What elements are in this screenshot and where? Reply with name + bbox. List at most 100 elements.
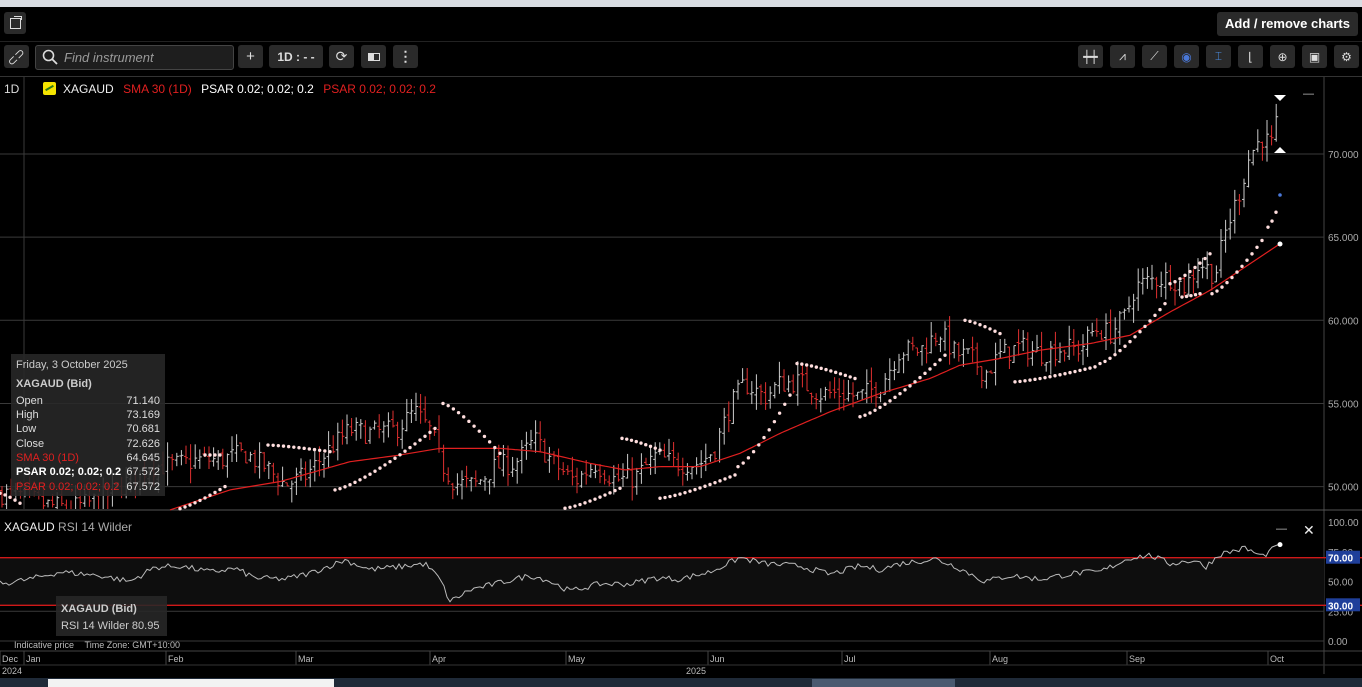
ohlc-bar — [1269, 125, 1274, 146]
psar-dot — [1028, 378, 1032, 382]
ohlc-bar — [1173, 283, 1177, 306]
legend-instrument[interactable]: XAGAUD — [63, 82, 114, 96]
psar-dot — [1093, 365, 1097, 369]
ohlc-bar — [450, 482, 455, 500]
psar-dot — [1188, 269, 1192, 274]
psar-dot — [276, 443, 281, 448]
ohlc-bar — [299, 458, 303, 481]
chart-type-button[interactable]: ┿┿ — [1078, 45, 1103, 68]
ohlc-bar — [703, 443, 708, 472]
axis-button[interactable]: ⌊ — [1238, 45, 1263, 68]
add-instrument-button[interactable]: + — [238, 45, 263, 68]
psar-dot — [413, 442, 417, 446]
psar-dot — [1225, 280, 1229, 285]
ohlc-bar — [772, 382, 777, 399]
psar-dot — [472, 424, 476, 428]
ohlc-bar — [736, 379, 740, 400]
psar-dot — [1138, 329, 1142, 334]
sma-last-dot — [1277, 241, 1283, 247]
psar-dot — [403, 449, 407, 453]
psar-dot — [568, 505, 572, 510]
rsi-minimize-icon[interactable]: — — [1276, 523, 1287, 535]
ohlc-bar — [478, 479, 483, 485]
layout-button[interactable] — [361, 45, 386, 68]
ohlc-bar — [570, 456, 575, 486]
refresh-button[interactable]: ⟳ — [329, 45, 354, 68]
main-pane-minimize-icon[interactable]: — — [1303, 88, 1314, 100]
psar-dot — [1033, 377, 1037, 382]
ohlc-bar — [759, 384, 763, 405]
psar-dot — [213, 490, 217, 495]
ohlc-bar — [782, 369, 786, 392]
ohlc-bar — [823, 386, 828, 401]
zoom-icon: ⊕ — [1277, 49, 1288, 64]
psar-dot — [441, 401, 445, 406]
screenshot-button[interactable]: ▣ — [1302, 45, 1327, 68]
ohlc-bar — [947, 316, 952, 365]
ohlc-bar — [814, 393, 819, 410]
settings-button[interactable]: ⚙ — [1334, 45, 1359, 68]
instrument-color-icon[interactable] — [42, 82, 56, 95]
ohlc-bar — [1053, 331, 1058, 367]
psar-dot — [908, 384, 912, 388]
psar-dot — [393, 456, 397, 460]
ohlc-bar — [552, 451, 556, 465]
ohlc-bar — [800, 363, 805, 388]
ohlc-bar — [234, 434, 239, 462]
add-remove-charts-button[interactable]: Add / remove charts — [1217, 12, 1358, 36]
ohlc-bar — [731, 388, 736, 425]
drawing-tools-button[interactable]: ⟋ — [1142, 45, 1167, 68]
ohlc-bar — [795, 361, 800, 406]
legend-psar-2[interactable]: PSAR 0.02; 0.02; 0.2 — [323, 82, 436, 96]
info-low-label: Low — [16, 423, 37, 435]
ohlc-bar — [1131, 293, 1136, 323]
legend-psar-1[interactable]: PSAR 0.02; 0.02; 0.2 — [201, 82, 314, 96]
ohlc-bar — [602, 469, 607, 485]
ohlc-bar — [1200, 257, 1205, 279]
time-tick-label: Apr — [432, 654, 446, 664]
gear-icon: ⚙ — [1341, 49, 1352, 64]
search-input[interactable] — [62, 49, 226, 66]
psar-dot — [373, 469, 377, 473]
psar-dot — [819, 366, 823, 371]
zoom-button[interactable]: ⊕ — [1270, 45, 1295, 68]
psar-dot — [868, 411, 872, 415]
popout-icon — [9, 15, 22, 29]
psar-dot — [13, 498, 17, 502]
crosshair-toggle-button[interactable]: ⌶ — [1206, 45, 1231, 68]
time-tick-label: May — [568, 654, 586, 664]
info-instrument: XAGAUD (Bid) — [16, 378, 92, 390]
ohlc-bar — [538, 421, 543, 453]
ohlc-bar — [805, 366, 809, 392]
psar-dot — [1168, 282, 1172, 286]
ohlc-bar — [648, 447, 653, 475]
ohlc-bar — [331, 435, 336, 454]
indicators-button[interactable]: ⩘ — [1110, 45, 1135, 68]
visibility-toggle-button[interactable]: ◉ — [1174, 45, 1199, 68]
psar-dot — [983, 325, 987, 329]
interval-selector[interactable]: 1D : - - — [269, 45, 323, 68]
psar-dot — [903, 388, 907, 392]
more-options-button[interactable]: ⋮ — [393, 45, 418, 68]
psar-dot — [943, 353, 947, 357]
legend-sma[interactable]: SMA 30 (1D) — [123, 82, 192, 96]
detach-chart-button[interactable] — [4, 12, 26, 34]
ohlc-bar — [437, 415, 441, 453]
ohlc-bar — [1030, 341, 1035, 366]
ohlc-bar — [621, 463, 625, 487]
rsi-tick-label: 100.00 — [1328, 518, 1359, 529]
info-psar1-value: 67.572 — [126, 466, 160, 478]
psar-dot — [963, 318, 967, 322]
psar-dot — [1128, 339, 1132, 344]
ohlc-bar — [938, 336, 943, 353]
price-chart[interactable]: 70.00065.00060.00055.00050.000100.0075.0… — [0, 77, 1362, 687]
rsi-indicator-name[interactable]: RSI 14 Wilder — [58, 520, 133, 534]
rsi-close-icon[interactable]: ✕ — [1303, 522, 1315, 538]
ohlc-bar — [1159, 271, 1164, 298]
psar-dot — [1163, 301, 1167, 306]
psar-dot — [1184, 294, 1189, 299]
info-high-label: High — [16, 409, 39, 421]
ohlc-bar — [368, 426, 372, 444]
link-button[interactable]: ⊂⊃ — [4, 44, 29, 69]
ohlc-bar — [1035, 334, 1039, 353]
